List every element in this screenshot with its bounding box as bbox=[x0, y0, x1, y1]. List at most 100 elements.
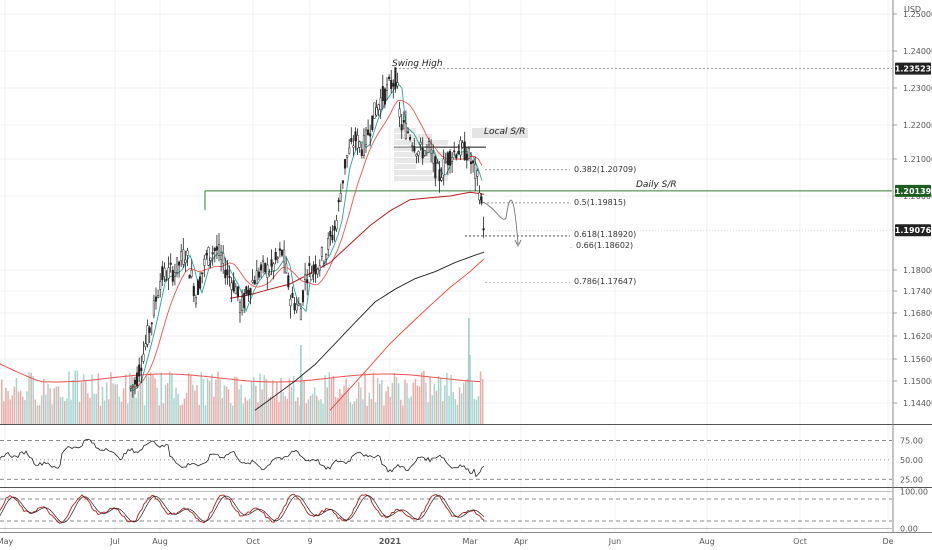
volume-bar bbox=[225, 386, 228, 424]
volume-bar bbox=[412, 382, 415, 424]
candle-body bbox=[278, 248, 281, 251]
candle-body bbox=[461, 142, 464, 148]
volume-bar bbox=[120, 401, 123, 424]
volume-bar bbox=[437, 376, 440, 424]
candle-body bbox=[358, 141, 361, 148]
candle-body bbox=[390, 80, 393, 89]
candle-body bbox=[257, 271, 260, 278]
candle-body bbox=[295, 304, 298, 311]
candle-body bbox=[142, 353, 145, 362]
candle-body bbox=[234, 286, 237, 295]
volume-bar bbox=[1, 379, 3, 424]
candle-body bbox=[184, 259, 187, 264]
volume-bar bbox=[78, 401, 81, 424]
candle-body bbox=[446, 152, 449, 166]
candle-body bbox=[180, 251, 183, 262]
candle-body bbox=[339, 193, 342, 202]
volume-bar bbox=[248, 398, 251, 424]
volume-bar bbox=[47, 383, 49, 424]
fib-0786-label: 0.786(1.17647) bbox=[574, 277, 636, 286]
candle-body bbox=[331, 234, 334, 241]
volume-bar bbox=[24, 399, 26, 424]
price-tick-label: 1.22000 bbox=[903, 121, 932, 130]
volume-bar bbox=[406, 383, 408, 424]
candle-body bbox=[444, 160, 447, 163]
volume-bar bbox=[320, 399, 322, 424]
projection-path bbox=[482, 199, 519, 245]
volume-bar bbox=[154, 378, 156, 424]
candle-body bbox=[434, 156, 437, 179]
candle-body bbox=[228, 276, 231, 278]
volume-bar bbox=[61, 396, 64, 424]
volume-bar bbox=[274, 397, 276, 424]
stoch-k-line bbox=[0, 493, 485, 524]
volume-bar bbox=[173, 398, 175, 424]
candle-body bbox=[203, 258, 206, 266]
volume-bar bbox=[452, 392, 454, 424]
candle-body bbox=[268, 272, 271, 275]
volume-bar bbox=[261, 389, 263, 424]
candle-body bbox=[396, 82, 399, 87]
volume-bar bbox=[196, 385, 198, 424]
price-tick-label: 1.21000 bbox=[903, 155, 932, 164]
volume-bar bbox=[360, 387, 362, 424]
volume-bar bbox=[129, 372, 131, 424]
volume-profile-row bbox=[394, 146, 416, 151]
candle-body bbox=[211, 252, 214, 255]
volume-bar bbox=[444, 385, 446, 424]
candle-body bbox=[230, 282, 233, 290]
volume-bar bbox=[389, 397, 391, 424]
volume-bar bbox=[446, 373, 448, 424]
candle-body bbox=[199, 276, 202, 289]
volume-bar bbox=[137, 390, 139, 424]
volume-bar bbox=[469, 355, 471, 424]
local-sr-label-bg bbox=[472, 128, 528, 138]
stoch-tick-label: 100.00 bbox=[900, 488, 928, 497]
volume-bar bbox=[227, 389, 230, 424]
volume-bar bbox=[229, 403, 232, 424]
fib-0618-label: 0.618(1.18920) bbox=[574, 230, 636, 239]
candle-body bbox=[402, 120, 405, 123]
candle-body bbox=[385, 84, 389, 91]
candle-body bbox=[266, 264, 269, 278]
volume-bar bbox=[215, 379, 217, 424]
candle-body bbox=[150, 322, 153, 325]
volume-bar bbox=[93, 393, 95, 424]
candle-body bbox=[478, 192, 481, 201]
volume-bar bbox=[49, 388, 51, 424]
candle-body bbox=[259, 264, 263, 271]
candle-body bbox=[482, 228, 485, 231]
candle-body bbox=[312, 264, 315, 272]
currency-label: USD bbox=[904, 5, 922, 14]
volume-bar bbox=[139, 384, 142, 424]
candle-body bbox=[201, 272, 204, 275]
candle-body bbox=[171, 270, 174, 282]
volume-bar bbox=[85, 380, 87, 424]
swing-high-price-badge-bg bbox=[895, 62, 931, 75]
candle-body bbox=[398, 108, 401, 118]
candle-body bbox=[165, 279, 168, 281]
volume-bar bbox=[246, 400, 249, 424]
volume-bar bbox=[118, 396, 121, 424]
candle-body bbox=[245, 286, 248, 294]
volume-bar bbox=[468, 318, 470, 424]
volume-bar bbox=[221, 398, 223, 424]
candle-body bbox=[190, 270, 193, 277]
volume-bar bbox=[202, 378, 205, 424]
volume-bar bbox=[400, 399, 402, 424]
time-tick-label: Oct bbox=[793, 537, 807, 546]
volume-bar bbox=[36, 405, 39, 424]
candle-body bbox=[161, 266, 164, 281]
volume-bar bbox=[72, 379, 74, 424]
volume-bar bbox=[318, 400, 320, 424]
candle-body bbox=[215, 246, 218, 251]
candle-body bbox=[306, 279, 309, 284]
volume-bar bbox=[431, 395, 433, 424]
candle-body bbox=[270, 259, 273, 267]
candle-body bbox=[133, 379, 137, 385]
volume-bar bbox=[5, 387, 7, 424]
volume-bar bbox=[185, 392, 188, 424]
volume-bar bbox=[183, 398, 186, 424]
